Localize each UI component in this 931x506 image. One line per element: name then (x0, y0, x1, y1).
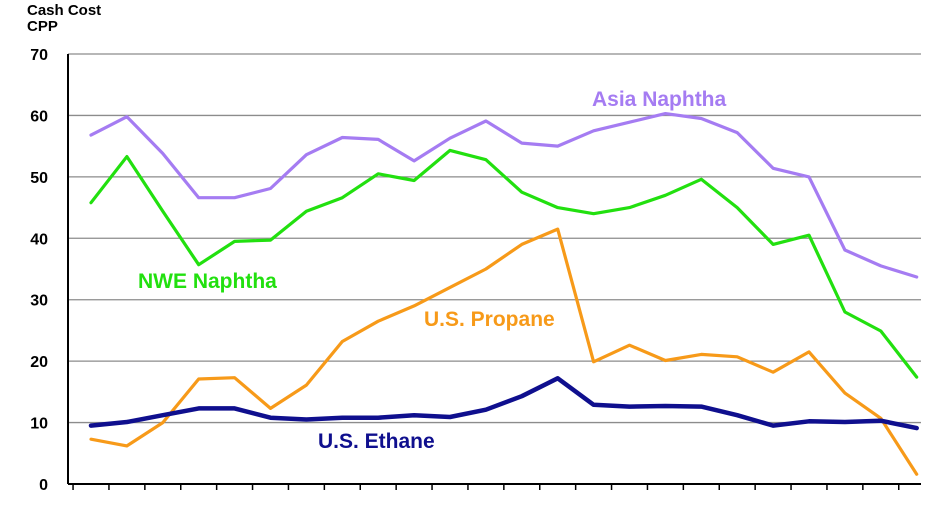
axes (67, 54, 921, 490)
y-tick-label: 60 (30, 108, 48, 125)
series-label-asia-naphtha: Asia Naphtha (592, 88, 727, 111)
y-axis-label-line-2: CPP (27, 18, 58, 35)
series-lines (88, 111, 919, 476)
series-line-asia-naphtha (89, 111, 919, 279)
series-label-us-ethane: U.S. Ethane (318, 430, 435, 453)
series-line-u-s-propane (89, 227, 919, 476)
series-label-us-propane: U.S. Propane (424, 308, 555, 331)
series-label-nwe-naphtha: NWE Naphtha (138, 270, 277, 293)
series-line-u-s-ethane (88, 376, 919, 431)
y-tick-label: 20 (30, 354, 48, 371)
series-labels: Asia Naphtha NWE Naphtha U.S. Propane U.… (138, 88, 727, 453)
grid-lines (68, 53, 921, 424)
y-tick-label: 10 (30, 416, 48, 433)
y-axis-label-line-1: Cash Cost (27, 2, 101, 19)
y-tick-label: 70 (30, 47, 48, 64)
series-line-nwe-naphtha (89, 148, 919, 379)
y-tick-label: 30 (30, 293, 48, 310)
y-tick-labels: 0 10 20 30 40 50 60 70 (30, 47, 48, 494)
y-tick-label: 50 (30, 170, 48, 187)
y-tick-label: 0 (39, 477, 48, 494)
y-tick-label: 40 (30, 231, 48, 248)
